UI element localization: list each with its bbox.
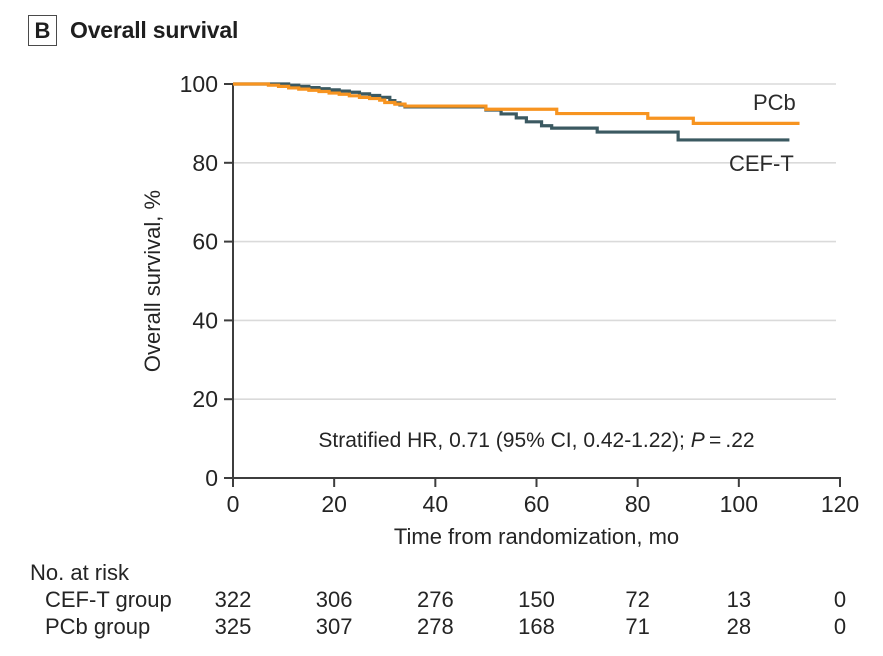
x-tick-label-20: 20 [321, 491, 347, 517]
risk-value-pcb-t120: 0 [833, 614, 847, 639]
risk-value-cef-t-t120: 0 [833, 587, 847, 612]
y-tick-label-0: 0 [205, 465, 218, 491]
x-tick-label-0: 0 [227, 491, 240, 517]
p-value-text: = .22 [704, 429, 755, 452]
risk-value-cef-t-t40: 276 [416, 587, 454, 612]
y-tick-label-40: 40 [192, 307, 218, 333]
panel-header: B Overall survival [28, 15, 238, 46]
risk-row-label-cef-t: CEF-T group [45, 587, 172, 612]
risk-value-cef-t-t100: 13 [726, 587, 752, 612]
survival-curve-pcb [233, 82, 800, 125]
hr-annotation-prefix: Stratified HR, 0.71 (95% CI, 0.42-1.22); [318, 429, 691, 452]
curve-label-pcb: PCb [753, 90, 796, 115]
x-tick-label-80: 80 [625, 491, 651, 517]
risk-value-pcb-t40: 278 [416, 614, 454, 639]
risk-value-pcb-t80: 71 [625, 614, 650, 639]
y-tick-label-20: 20 [192, 386, 218, 412]
risk-value-cef-t-t60: 150 [518, 587, 555, 612]
survival-curve-cef-t [233, 82, 790, 142]
risk-value-pcb-t100: 28 [726, 614, 752, 639]
y-tick-label-80: 80 [192, 150, 218, 176]
risk-value-cef-t-t20: 306 [315, 587, 353, 612]
y-tick-label-100: 100 [180, 71, 218, 97]
km-chart-svg: 0 20 40 60 80 100 0 20 40 60 80 100 120 [180, 71, 860, 517]
risk-value-pcb-t60: 168 [518, 614, 555, 639]
risk-value-cef-t-t80: 72 [625, 587, 650, 612]
panel-title: Overall survival [70, 17, 239, 43]
y-tick-label-60: 60 [192, 229, 218, 255]
x-tick-label-100: 100 [720, 491, 758, 517]
panel-letter-badge: B [28, 15, 57, 46]
x-tick-label-60: 60 [524, 491, 550, 517]
risk-row-label-pcb: PCb group [45, 614, 151, 639]
x-tick-label-40: 40 [423, 491, 449, 517]
p-value-symbol: P [690, 429, 705, 452]
risk-table-title: No. at risk [30, 560, 130, 585]
y-axis-title: Overall survival, % [140, 189, 165, 373]
risk-value-pcb-t20: 307 [315, 614, 353, 639]
hr-annotation: Stratified HR, 0.71 (95% CI, 0.42-1.22);… [233, 429, 840, 453]
risk-value-cef-t-t0: 322 [214, 587, 252, 612]
risk-value-pcb-t0: 325 [214, 614, 252, 639]
curve-label-cef-t: CEF-T [729, 151, 794, 176]
x-tick-label-120: 120 [821, 491, 859, 517]
x-axis-title: Time from randomization, mo [393, 524, 680, 549]
